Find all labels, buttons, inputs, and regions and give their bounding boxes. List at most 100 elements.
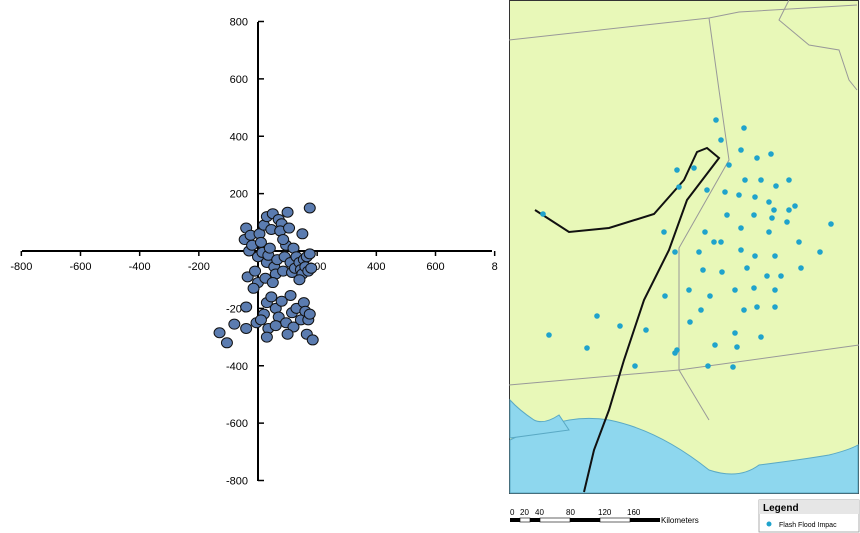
flash-flood-point xyxy=(700,267,706,273)
scalebar-seg xyxy=(519,517,531,523)
flash-flood-point xyxy=(754,304,760,310)
flash-flood-point xyxy=(766,229,772,235)
flash-flood-point xyxy=(744,265,750,271)
flash-flood-point xyxy=(741,307,747,313)
scatter-point xyxy=(220,337,233,349)
flash-flood-point xyxy=(764,273,770,279)
flash-flood-point xyxy=(828,221,834,227)
flash-flood-point xyxy=(778,273,784,279)
scalebar-tick-80: 80 xyxy=(566,508,575,517)
x-tick-label: 600 xyxy=(426,261,444,273)
scatter-point xyxy=(277,234,290,246)
scalebar-seg xyxy=(599,517,631,523)
flash-flood-point xyxy=(742,177,748,183)
flash-flood-point xyxy=(784,219,790,225)
scale-bar: 0 20 40 80 120 160 Kilometers xyxy=(510,508,699,525)
scalebar-tick-0: 0 xyxy=(510,508,515,517)
flash-flood-point xyxy=(798,265,804,271)
flash-flood-point xyxy=(713,117,719,123)
flash-flood-point xyxy=(617,323,623,329)
map-points xyxy=(540,117,834,370)
flash-flood-point xyxy=(773,183,779,189)
flash-flood-point xyxy=(696,249,702,255)
x-tick-label: -400 xyxy=(129,261,151,273)
scalebar-tick-120: 120 xyxy=(598,508,612,517)
scatter-point xyxy=(284,289,297,301)
scatter-point xyxy=(240,301,253,313)
flash-flood-point xyxy=(705,363,711,369)
x-tick-label: -200 xyxy=(188,261,210,273)
scatter-point xyxy=(303,248,316,260)
flash-flood-point xyxy=(719,269,725,275)
flash-flood-point xyxy=(662,293,668,299)
flash-flood-point xyxy=(704,187,710,193)
flash-flood-point xyxy=(672,249,678,255)
scatter-point xyxy=(260,331,273,343)
flash-flood-point xyxy=(786,207,792,213)
bay-water xyxy=(509,398,570,439)
scalebar-seg xyxy=(570,518,600,522)
flash-flood-point xyxy=(726,162,732,168)
scatter-point xyxy=(254,314,267,326)
flash-flood-point xyxy=(736,192,742,198)
scatter-point xyxy=(228,318,241,330)
scatter-point xyxy=(303,308,316,320)
flash-flood-point xyxy=(730,364,736,370)
scatter-point xyxy=(249,265,262,277)
flash-flood-point xyxy=(772,304,778,310)
flash-flood-point xyxy=(754,155,760,161)
scatter-point xyxy=(306,334,319,346)
flash-flood-point xyxy=(676,184,682,190)
legend-header xyxy=(759,500,859,514)
y-tick-label: -800 xyxy=(226,476,248,488)
scatter-point xyxy=(269,320,282,332)
state-boundary xyxy=(778,0,858,91)
flash-flood-point xyxy=(734,344,740,350)
flash-flood-point xyxy=(643,327,649,333)
flash-flood-point xyxy=(768,151,774,157)
chart-tick-labels: -800 -600 -400 -200 200 400 600 8800600400200-2… xyxy=(10,17,497,488)
flash-flood-point xyxy=(738,247,744,253)
flash-flood-point xyxy=(752,253,758,259)
x-tick-label: -600 xyxy=(69,261,91,273)
flash-flood-point xyxy=(711,239,717,245)
legend-title: Legend xyxy=(763,503,799,514)
scatter-point xyxy=(213,327,226,339)
flash-flood-point xyxy=(632,363,638,369)
scatter-point xyxy=(263,242,276,254)
scatter-point xyxy=(293,274,306,286)
flash-flood-point xyxy=(687,319,693,325)
flash-flood-point xyxy=(741,125,747,131)
flash-flood-point xyxy=(751,212,757,218)
flash-flood-point xyxy=(674,167,680,173)
y-tick-label: 200 xyxy=(230,189,248,201)
flash-flood-point xyxy=(702,229,708,235)
flash-flood-point xyxy=(540,211,546,217)
state-boundary xyxy=(678,17,730,421)
flash-flood-point xyxy=(738,225,744,231)
flash-flood-point xyxy=(718,239,724,245)
scatter-point xyxy=(305,262,318,274)
storm-track xyxy=(534,146,721,493)
x-tick-label: 400 xyxy=(367,261,385,273)
scatter-point xyxy=(247,282,260,294)
scalebar-tick-40: 40 xyxy=(535,508,544,517)
chart-points xyxy=(213,202,319,349)
scalebar-seg xyxy=(510,518,520,522)
flash-flood-point xyxy=(686,287,692,293)
flash-flood-point xyxy=(772,287,778,293)
scatter-point xyxy=(240,322,253,334)
flash-flood-point xyxy=(796,239,802,245)
y-tick-label: -400 xyxy=(226,361,248,373)
y-tick-label: 400 xyxy=(230,131,248,143)
flash-flood-point xyxy=(672,350,678,356)
state-boundary xyxy=(509,4,858,41)
flash-flood-point xyxy=(758,177,764,183)
flash-flood-point xyxy=(772,253,778,259)
flash-flood-point xyxy=(758,334,764,340)
x-tick-label: 8 xyxy=(492,261,498,273)
scatter-point xyxy=(283,222,296,234)
y-tick-label: -600 xyxy=(226,418,248,430)
y-tick-label: 800 xyxy=(230,17,248,29)
flash-flood-point xyxy=(722,189,728,195)
